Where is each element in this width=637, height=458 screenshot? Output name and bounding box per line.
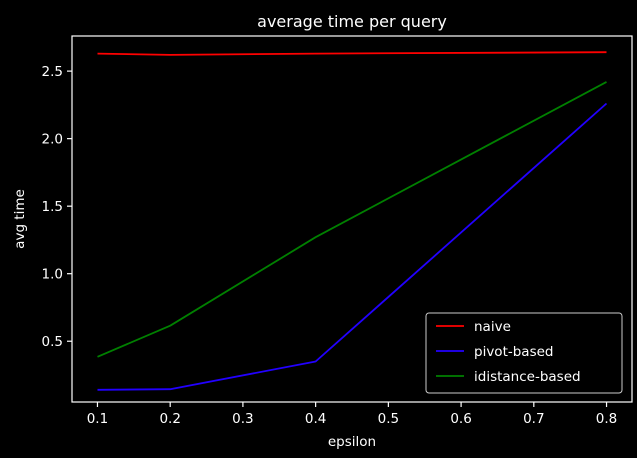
x-tick-label: 0.6 — [450, 411, 471, 427]
x-axis: 0.1 0.2 0.3 0.4 0.5 0.6 0.7 0.8 — [87, 402, 617, 427]
y-tick-label: 0.5 — [42, 334, 63, 350]
legend: naive pivot-based idistance-based — [425, 312, 623, 394]
plot-area — [71, 35, 633, 403]
x-tick-label: 0.4 — [305, 411, 326, 427]
x-tick-label: 0.8 — [596, 411, 617, 427]
y-tick-label: 1.5 — [42, 199, 63, 215]
series-lines — [97, 51, 608, 391]
y-axis-label: avg time — [12, 189, 28, 249]
series-line-pivot-based — [97, 102, 608, 391]
y-tick-label: 2.5 — [42, 64, 63, 80]
series-line-naive — [97, 51, 607, 56]
legend-label-naive: naive — [474, 319, 511, 335]
x-tick-label: 0.7 — [523, 411, 544, 427]
x-axis-label: epsilon — [328, 434, 376, 450]
y-axis: 0.5 1.0 1.5 2.0 2.5 — [42, 64, 72, 350]
legend-label-pivot-based: pivot-based — [474, 344, 553, 360]
x-tick-label: 0.1 — [87, 411, 108, 427]
plot-frame — [71, 35, 633, 403]
x-tick-label: 0.5 — [378, 411, 399, 427]
y-tick-label: 2.0 — [42, 132, 63, 148]
legend-label-idistance-based: idistance-based — [474, 369, 581, 385]
chart-title: average time per query — [257, 12, 447, 31]
x-tick-label: 0.2 — [159, 411, 180, 427]
legend-box — [425, 312, 623, 394]
x-tick-label: 0.3 — [232, 411, 253, 427]
y-tick-label: 1.0 — [42, 267, 63, 283]
series-line-idistance-based — [97, 81, 607, 358]
